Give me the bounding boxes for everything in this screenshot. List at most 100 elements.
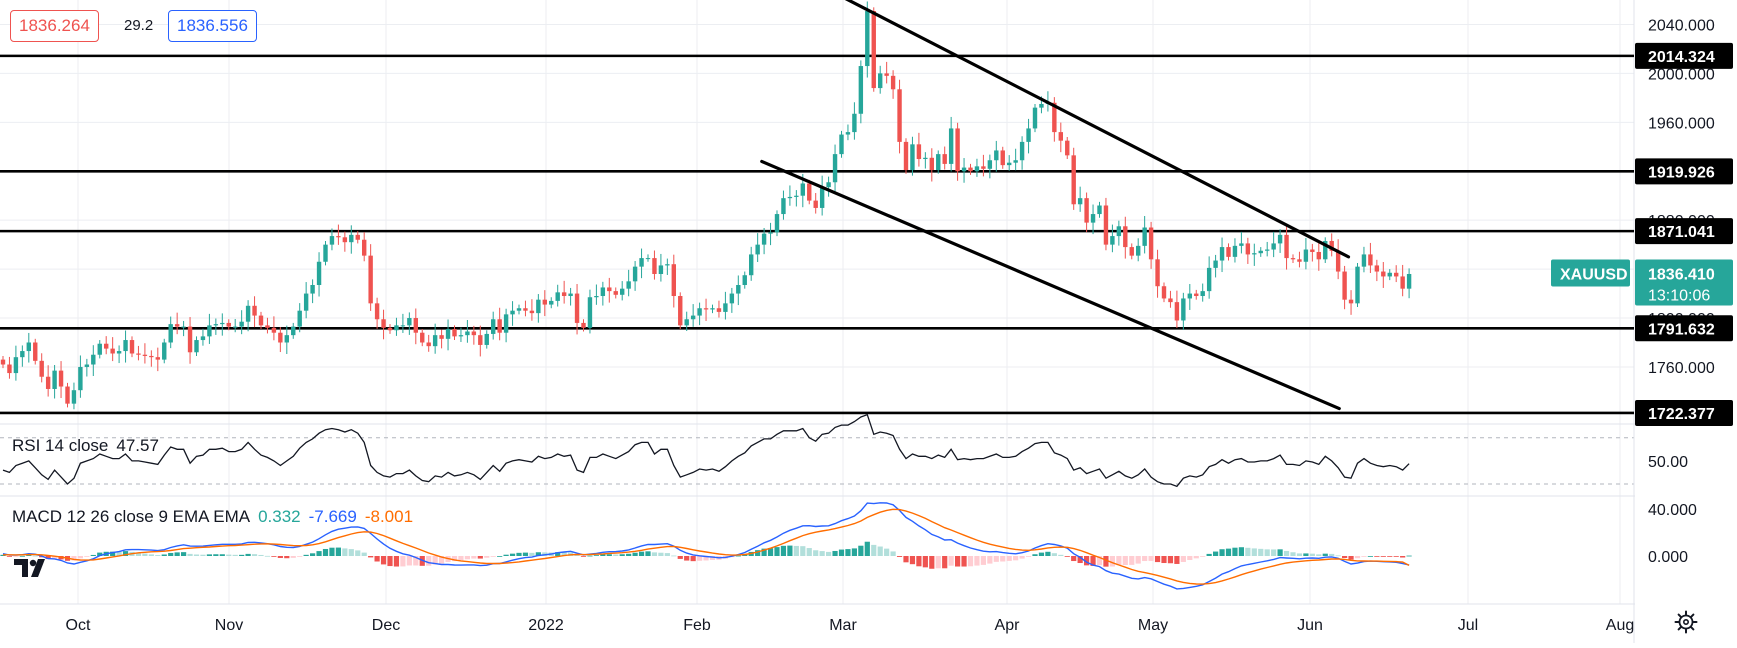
- candle-body-137: [884, 73, 889, 76]
- macd-histogram-bar-36: [232, 554, 238, 556]
- candle-body-0: [0, 359, 6, 365]
- macd-histogram-bar-2: [13, 556, 19, 557]
- macd-histogram-bar-184: [1187, 556, 1193, 560]
- candle-body-110: [710, 308, 715, 310]
- candle-body-68: [439, 335, 444, 339]
- candle-body-80: [516, 308, 522, 311]
- tradingview-logo-icon[interactable]: [12, 556, 52, 582]
- candle-body-103: [665, 264, 670, 266]
- level-tag-bg-0: [1635, 42, 1733, 69]
- macd-histogram-bar-211: [1361, 556, 1367, 557]
- macd-histogram-bar-215: [1387, 556, 1393, 557]
- macd-histogram-bar-204: [1316, 554, 1322, 556]
- candle-body-73: [471, 331, 477, 336]
- candle-body-141: [910, 144, 915, 171]
- candle-body-31: [200, 336, 206, 341]
- macd-histogram-bar-101: [651, 552, 658, 556]
- candle-body-121: [781, 198, 786, 215]
- macd-histogram-bar-67: [432, 556, 438, 565]
- macd-histogram-bar-70: [451, 556, 458, 562]
- candle-body-86: [555, 292, 560, 301]
- candle-body-43: [278, 332, 283, 343]
- macd-histogram-bar-59: [380, 556, 387, 565]
- macd-histogram-bar-12: [77, 556, 83, 559]
- candle-body-182: [1174, 302, 1180, 321]
- macd-histogram-bar-99: [638, 551, 645, 556]
- macd-histogram-bar-185: [1193, 556, 1199, 559]
- level-tag-label-1: 1919.926: [1648, 164, 1715, 181]
- bid-price-box[interactable]: 1836.264: [10, 10, 99, 42]
- macd-histogram-bar-30: [193, 554, 200, 556]
- candle-body-194: [1252, 253, 1257, 255]
- macd-histogram-bar-49: [316, 551, 322, 556]
- macd-histogram-bar-77: [497, 556, 503, 557]
- macd-histogram-bar-128: [826, 551, 832, 556]
- candle-body-88: [568, 293, 573, 297]
- x-tick-label-5: Mar: [829, 617, 857, 634]
- macd-histogram-bar-66: [426, 556, 432, 566]
- candle-body-189: [1219, 247, 1225, 261]
- macd-histogram-bar-129: [832, 550, 838, 556]
- candle-body-2: [13, 357, 19, 374]
- rsi-legend[interactable]: RSI 14 close 47.57: [12, 436, 167, 456]
- macd-histogram-bar-189: [1219, 549, 1225, 556]
- candle-body-144: [929, 157, 934, 171]
- macd-histogram-bar-38: [245, 553, 251, 556]
- ask-price-box[interactable]: 1836.556: [168, 10, 257, 42]
- macd-histogram-bar-57: [368, 556, 374, 558]
- macd-histogram-bar-96: [619, 554, 625, 556]
- candle-body-27: [174, 324, 180, 327]
- candle-body-196: [1265, 249, 1270, 251]
- rsi-value: 47.57: [116, 436, 159, 455]
- macd-histogram-bar-210: [1354, 556, 1361, 559]
- macd-histogram-bar-82: [529, 552, 535, 556]
- y-tick-label-7: 1760.000: [1648, 360, 1715, 377]
- macd-histogram-bar-118: [761, 548, 767, 556]
- x-tick-label-9: Jul: [1458, 617, 1478, 634]
- macd-histogram-bar-40: [258, 554, 264, 556]
- macd-histogram-bar-126: [813, 550, 819, 556]
- macd-histogram-bar-63: [406, 556, 412, 566]
- candle-body-100: [645, 258, 651, 260]
- macd-histogram-bar-35: [226, 554, 232, 556]
- candle-body-161: [1039, 103, 1044, 108]
- candle-body-164: [1058, 132, 1063, 141]
- level-tag-bg-3: [1635, 315, 1733, 342]
- macd-histogram-bar-142: [916, 556, 922, 567]
- candle-body-94: [607, 287, 612, 292]
- macd-legend[interactable]: MACD 12 26 close 9 EMA EMA 0.332 -7.669 -8.…: [12, 507, 421, 527]
- macd-histogram-bar-158: [1019, 556, 1025, 559]
- candle-body-89: [574, 293, 580, 323]
- level-tag-bg-1: [1635, 158, 1733, 185]
- candle-body-160: [1032, 107, 1038, 129]
- candle-body-214: [1381, 271, 1386, 277]
- macd-histogram-bar-169: [1090, 556, 1096, 566]
- macd-histogram-bar-71: [458, 556, 464, 561]
- macd-histogram-bar-15: [97, 552, 103, 556]
- macd-histogram-bar-174: [1122, 556, 1128, 566]
- macd-line: [2, 502, 1410, 590]
- candle-body-190: [1226, 247, 1231, 257]
- candle-body-84: [542, 299, 547, 305]
- candle-body-63: [407, 318, 412, 326]
- macd-histogram-bar-188: [1213, 551, 1219, 556]
- candle-body-210: [1355, 266, 1360, 304]
- symbol-tag-label: XAUUSD: [1560, 266, 1628, 283]
- candle-body-165: [1065, 140, 1070, 156]
- y-tick-label-0: 2040.000: [1648, 17, 1715, 34]
- macd-histogram-bar-127: [819, 551, 825, 556]
- macd-histogram-bar-133: [858, 545, 864, 556]
- horizontal-levels: [0, 54, 1634, 415]
- macd-histogram-bar-182: [1174, 556, 1180, 564]
- settings-gear-icon[interactable]: [1674, 610, 1698, 634]
- candle-body-33: [213, 324, 219, 326]
- candle-body-213: [1374, 265, 1380, 272]
- macd-histogram-bar-62: [400, 556, 406, 567]
- candle-body-91: [587, 297, 593, 328]
- candle-body-44: [284, 335, 289, 343]
- candle-body-90: [581, 322, 586, 328]
- candle-body-129: [832, 154, 838, 183]
- macd-histogram-bar-137: [884, 548, 890, 556]
- macd-histogram-bar-104: [671, 555, 677, 557]
